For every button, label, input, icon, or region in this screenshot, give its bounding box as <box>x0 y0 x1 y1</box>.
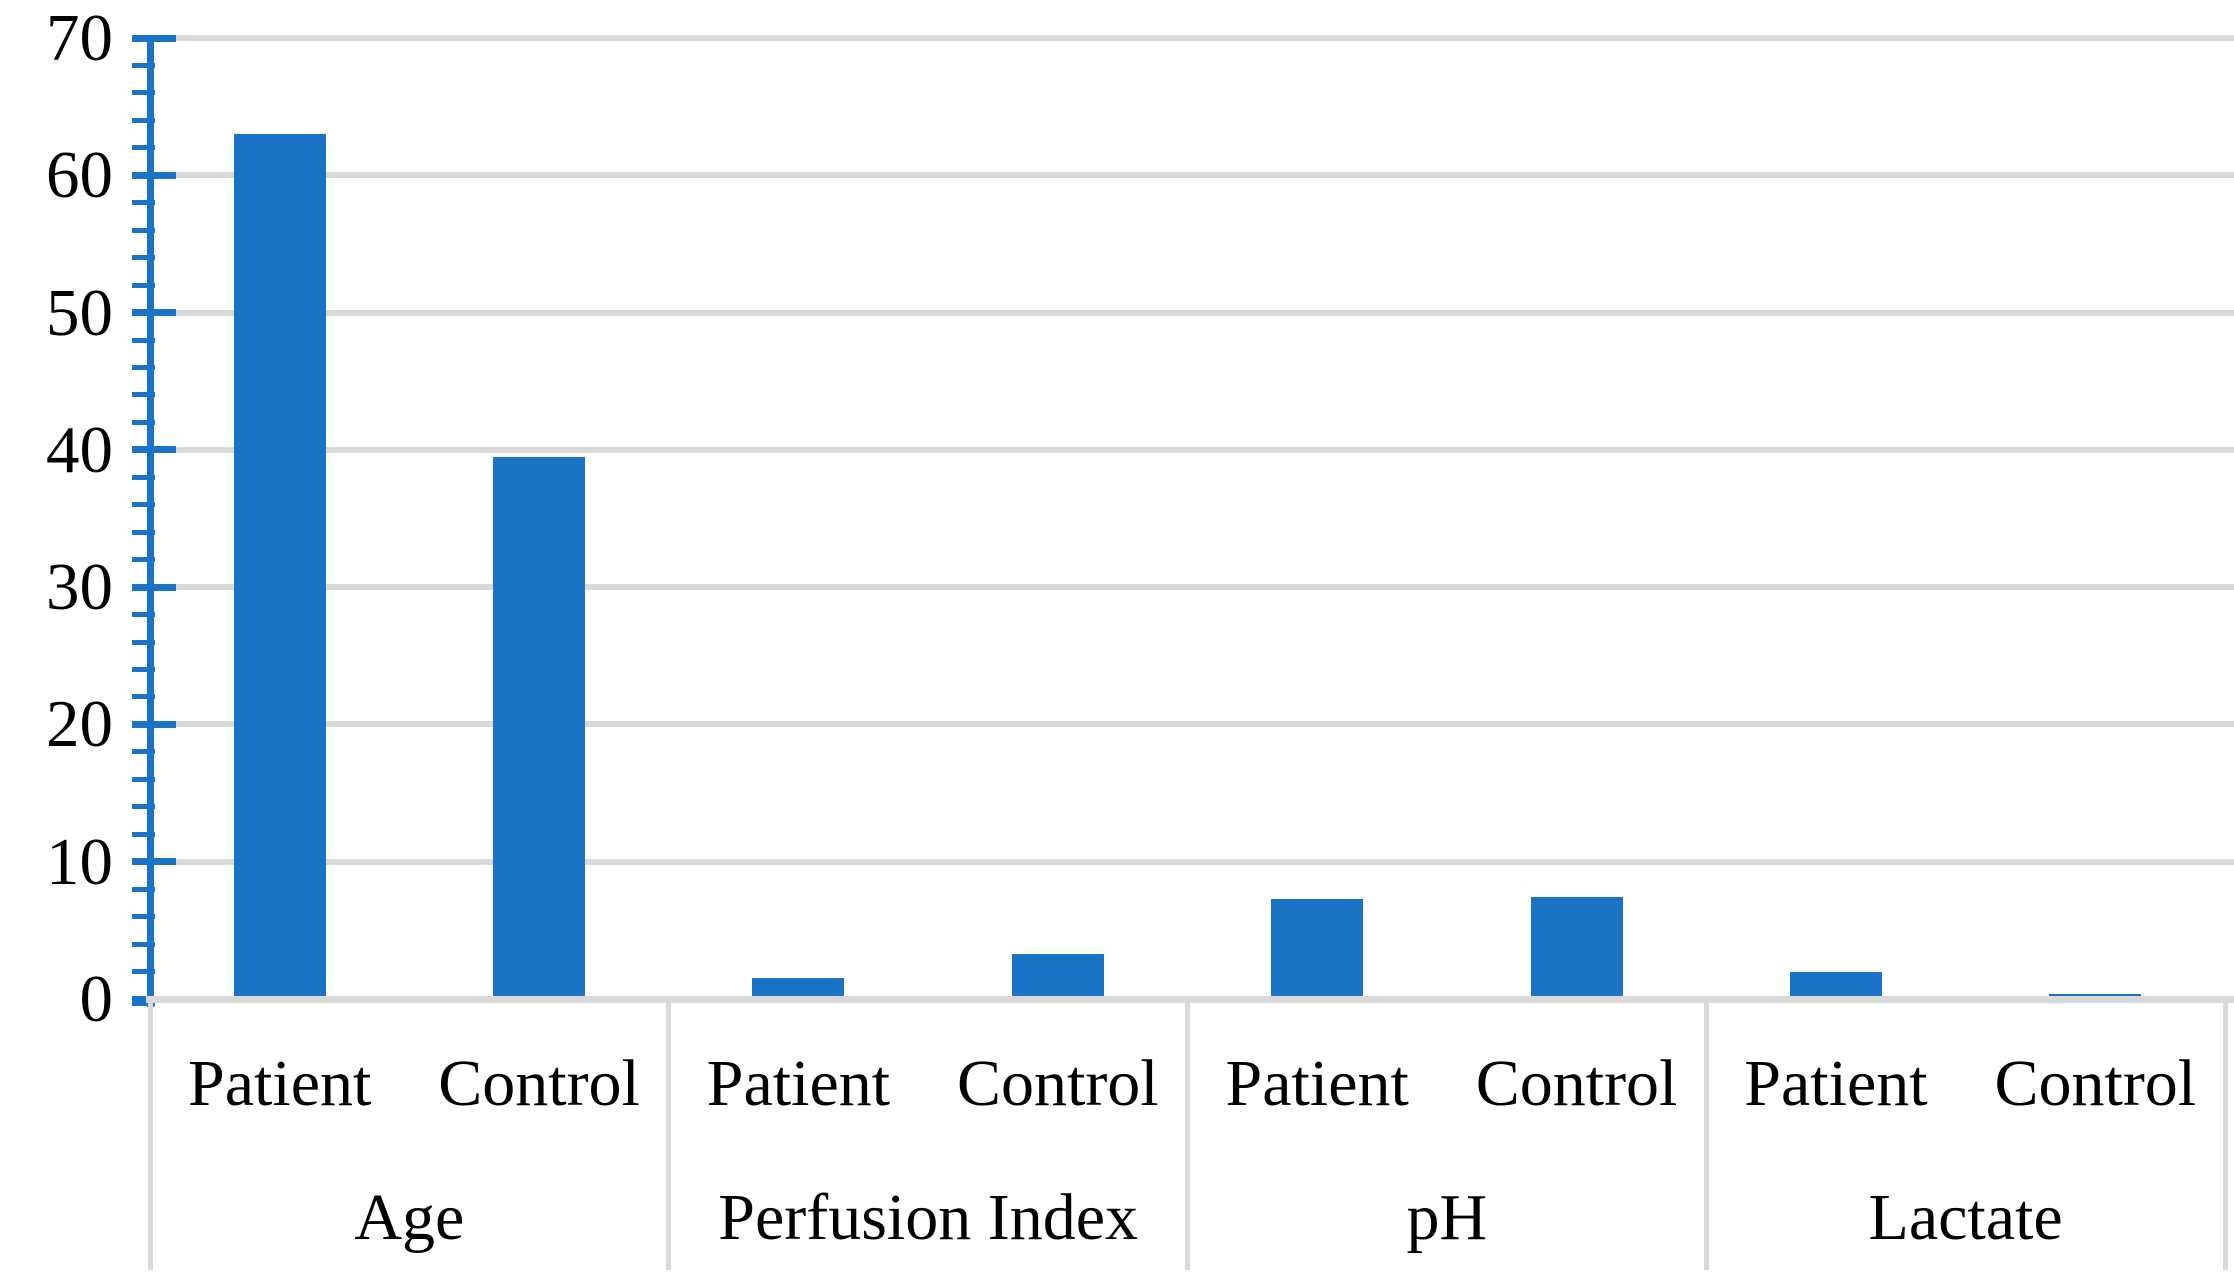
group-label-ph: pH <box>1406 1181 1488 1254</box>
bar-label-control-2: Control <box>1475 1047 1678 1120</box>
y-axis-minor-tick <box>132 90 155 96</box>
y-axis-zero-tick <box>132 996 155 1006</box>
y-axis-minor-tick <box>132 886 155 892</box>
bar-lactate-patient <box>1789 971 1882 1000</box>
group-label-age: Age <box>354 1181 465 1254</box>
y-axis-minor-tick <box>132 639 155 645</box>
y-axis-minor-tick <box>132 200 155 206</box>
gridline-50 <box>146 309 2234 316</box>
gridline-70 <box>146 35 2234 41</box>
y-axis-minor-tick <box>132 474 155 480</box>
gridline-20 <box>146 721 2234 728</box>
bar-age-patient <box>233 134 326 1000</box>
y-axis-major-tick <box>132 309 176 317</box>
y-axis-minor-tick <box>132 612 155 618</box>
category-divider <box>2222 1003 2228 1270</box>
y-axis-minor-tick <box>132 392 155 398</box>
y-axis-minor-tick <box>132 557 155 563</box>
bar-label-patient-3: Patient <box>1744 1047 1928 1120</box>
y-axis-minor-tick <box>132 914 155 920</box>
category-divider <box>147 1003 153 1270</box>
y-tick-label-10: 10 <box>46 824 113 899</box>
y-tick-label-40: 40 <box>46 412 113 487</box>
category-divider <box>1703 1003 1709 1270</box>
bar-age-control <box>493 456 586 1000</box>
bar-label-patient-1: Patient <box>706 1047 891 1120</box>
y-axis-minor-tick <box>132 117 155 123</box>
y-tick-label-0: 0 <box>79 962 114 1036</box>
bar-label-control-1: Control <box>956 1047 1159 1120</box>
bar-ph-control <box>1530 897 1623 1000</box>
bar-label-control-3: Control <box>1994 1047 2197 1120</box>
y-axis-minor-tick <box>132 667 155 672</box>
bar-perfusion-index-control <box>1011 953 1104 1000</box>
y-axis-major-tick <box>132 858 176 866</box>
y-axis-major-tick <box>132 171 176 179</box>
y-axis-minor-tick <box>132 529 155 535</box>
bar-label-patient-2: Patient <box>1225 1047 1409 1120</box>
y-axis-minor-tick <box>132 419 155 425</box>
y-axis-minor-tick <box>132 776 155 782</box>
y-tick-label-50: 50 <box>46 275 113 350</box>
category-divider <box>666 1003 672 1270</box>
bar-ph-patient <box>1271 898 1364 1000</box>
y-axis-minor-tick <box>132 502 155 508</box>
y-axis-minor-tick <box>132 831 155 837</box>
y-axis-minor-tick <box>132 941 155 947</box>
y-axis-major-tick <box>132 720 176 728</box>
bar-label-patient-0: Patient <box>188 1047 372 1120</box>
y-axis-minor-tick <box>132 337 155 343</box>
y-axis-minor-tick <box>132 749 155 755</box>
gridline-30 <box>146 584 2234 591</box>
y-tick-label-70: 70 <box>46 1 113 75</box>
y-tick-label-20: 20 <box>46 687 113 762</box>
category-divider <box>1185 1003 1190 1270</box>
gridline-40 <box>146 446 2234 453</box>
y-axis-minor-tick <box>132 969 155 975</box>
gridline-10 <box>146 858 2234 865</box>
group-label-lactate: Lactate <box>1868 1181 2063 1254</box>
group-label-perfusion-index: Perfusion Index <box>718 1181 1138 1254</box>
y-axis-minor-tick <box>132 145 155 151</box>
y-axis-major-tick <box>132 446 176 454</box>
y-tick-label-60: 60 <box>46 138 113 213</box>
y-axis-major-tick <box>132 583 176 591</box>
y-axis-minor-tick <box>132 227 155 233</box>
y-axis-line <box>146 34 154 1007</box>
y-axis-minor-tick <box>132 804 155 810</box>
y-axis-minor-tick <box>132 62 155 68</box>
x-axis-line <box>146 995 2234 1003</box>
gridline-60 <box>146 172 2234 179</box>
y-axis-major-tick <box>132 34 176 42</box>
y-axis-minor-tick <box>132 364 155 370</box>
bar-perfusion-index-patient <box>752 978 845 1000</box>
y-axis-minor-tick <box>132 282 155 288</box>
y-axis-minor-tick <box>132 255 155 261</box>
y-tick-label-30: 30 <box>46 550 113 625</box>
y-axis-minor-tick <box>132 694 155 700</box>
bar-label-control-0: Control <box>438 1047 640 1120</box>
